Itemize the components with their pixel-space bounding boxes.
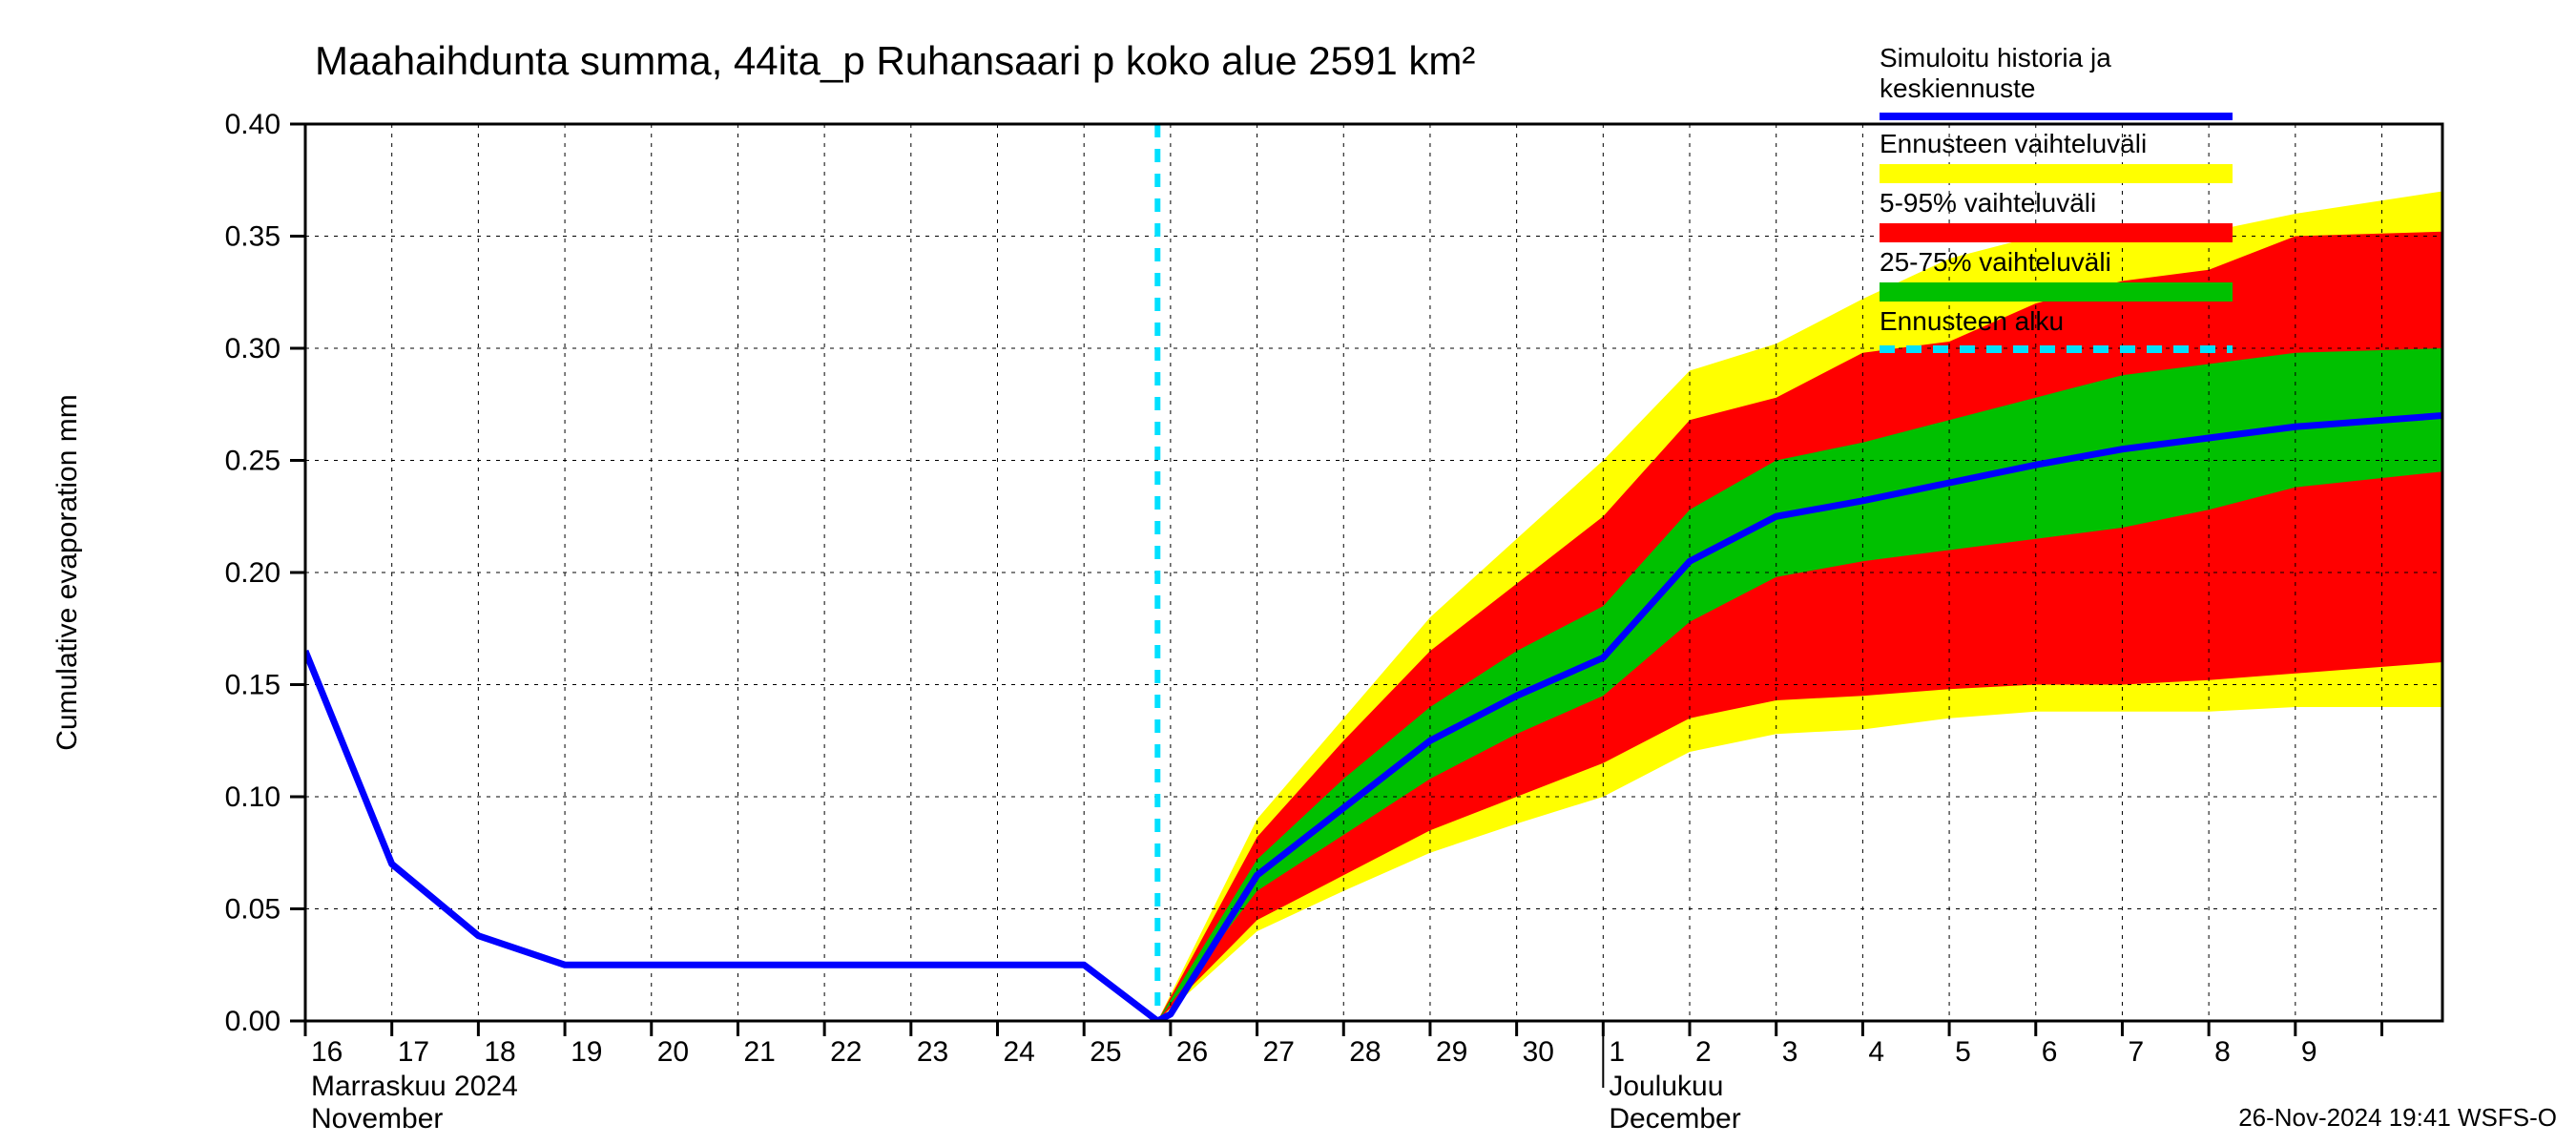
legend-swatch bbox=[1880, 223, 2233, 242]
x-tick-label: 19 bbox=[571, 1036, 602, 1068]
x-tick-label: 18 bbox=[484, 1036, 515, 1068]
x-tick-label: 4 bbox=[1868, 1036, 1884, 1068]
x-tick-label: 23 bbox=[917, 1036, 948, 1068]
x-tick-label: 3 bbox=[1782, 1036, 1798, 1068]
legend-swatch bbox=[1880, 164, 2233, 183]
x-tick-label: 24 bbox=[1004, 1036, 1035, 1068]
legend-label: Ennusteen alku bbox=[1880, 306, 2064, 336]
chart-title: Maahaihdunta summa, 44ita_p Ruhansaari p… bbox=[315, 38, 1475, 83]
x-tick-label: 16 bbox=[311, 1036, 343, 1068]
y-tick-label: 0.05 bbox=[225, 894, 280, 926]
month-label: Marraskuu 2024 bbox=[311, 1071, 518, 1102]
y-tick-label: 0.20 bbox=[225, 557, 280, 589]
month-label: November bbox=[311, 1103, 443, 1135]
y-axis-label: Cumulative evaporation mm bbox=[52, 394, 83, 751]
x-tick-label: 22 bbox=[830, 1036, 862, 1068]
y-tick-label: 0.00 bbox=[225, 1006, 280, 1037]
legend-label: 5-95% vaihteluväli bbox=[1880, 188, 2096, 218]
y-tick-label: 0.15 bbox=[225, 670, 280, 701]
x-tick-label: 8 bbox=[2214, 1036, 2231, 1068]
chart-container: 0.00 0.05 0.10 0.15 0.20 0.25 0.30 0.35 0.40 Cumu… bbox=[0, 0, 2576, 1145]
x-tick-label: 5 bbox=[1955, 1036, 1971, 1068]
x-tick-label: 28 bbox=[1349, 1036, 1381, 1068]
x-tick-label: 9 bbox=[2301, 1036, 2317, 1068]
chart-svg: 0.00 0.05 0.10 0.15 0.20 0.25 0.30 0.35 0.40 Cumu… bbox=[0, 0, 2576, 1145]
x-tick-label: 21 bbox=[743, 1036, 775, 1068]
x-tick-label: 6 bbox=[2042, 1036, 2058, 1068]
footer-text: 26-Nov-2024 19:41 WSFS-O bbox=[2238, 1103, 2557, 1132]
x-tick-label: 7 bbox=[2128, 1036, 2144, 1068]
y-tick-label: 0.10 bbox=[225, 781, 280, 813]
x-tick-label: 1 bbox=[1609, 1036, 1625, 1068]
legend-label: 25-75% vaihteluväli bbox=[1880, 247, 2111, 277]
y-tick-label: 0.40 bbox=[225, 109, 280, 140]
month-label: Joulukuu bbox=[1609, 1071, 1723, 1102]
month-label: December bbox=[1609, 1103, 1740, 1135]
legend-label: Ennusteen vaihteluväli bbox=[1880, 129, 2147, 158]
legend-swatch bbox=[1880, 282, 2233, 302]
y-tick-label: 0.35 bbox=[225, 221, 280, 253]
x-tick-label: 25 bbox=[1090, 1036, 1121, 1068]
legend-label: Simuloitu historia ja bbox=[1880, 43, 2111, 73]
y-tick-label: 0.25 bbox=[225, 446, 280, 477]
x-tick-label: 17 bbox=[398, 1036, 429, 1068]
legend-label: keskiennuste bbox=[1880, 73, 2035, 103]
x-tick-label: 26 bbox=[1176, 1036, 1208, 1068]
x-tick-label: 2 bbox=[1695, 1036, 1712, 1068]
y-tick-label: 0.30 bbox=[225, 333, 280, 364]
x-tick-label: 30 bbox=[1523, 1036, 1554, 1068]
x-tick-label: 27 bbox=[1263, 1036, 1295, 1068]
x-tick-label: 29 bbox=[1436, 1036, 1467, 1068]
x-tick-label: 20 bbox=[657, 1036, 689, 1068]
